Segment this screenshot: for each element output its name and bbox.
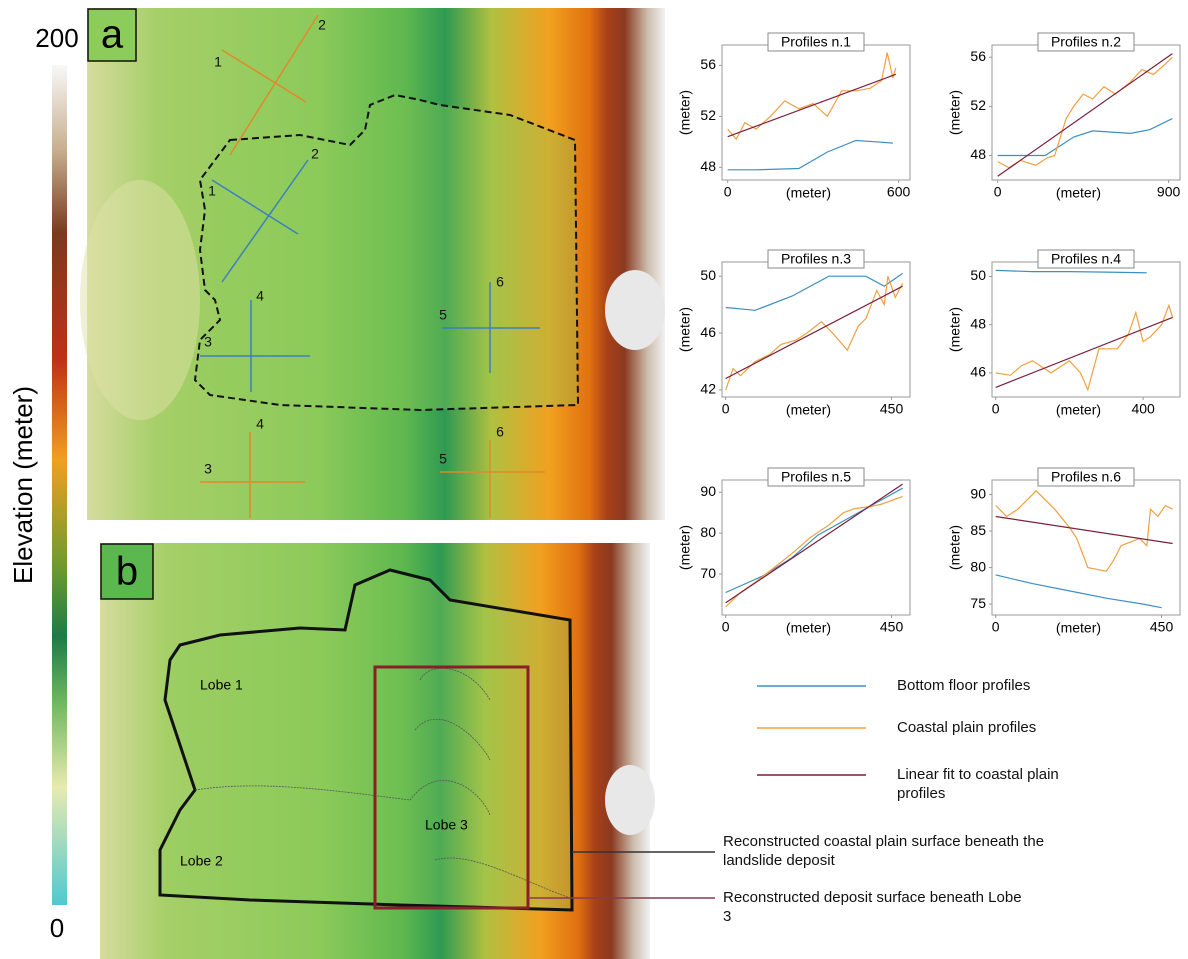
chart-title: Profiles n.1: [781, 34, 851, 50]
plot-frame: [992, 45, 1180, 180]
y-tick-label: 56: [970, 48, 986, 64]
x-axis-label: (meter): [1056, 185, 1101, 201]
plot-frame: [722, 262, 910, 397]
plot-frame: [992, 262, 1180, 397]
y-tick-label: 50: [700, 267, 716, 283]
chart-title: Profiles n.3: [781, 251, 851, 267]
colorbar-max: 200: [35, 23, 78, 53]
legend-label: Coastal plain profiles: [897, 718, 1097, 737]
chart-title: Profiles n.5: [781, 469, 851, 485]
lobe-label: Lobe 3: [425, 817, 468, 833]
chart-title: Profiles n.2: [1051, 34, 1121, 50]
x-tick-label: 450: [880, 401, 904, 417]
landslide-outline: [195, 95, 578, 410]
profile-number: 1: [208, 183, 216, 199]
y-tick-label: 46: [700, 324, 716, 340]
y-axis-label: (meter): [677, 307, 693, 352]
y-tick-label: 50: [970, 267, 986, 283]
map-shade: [605, 765, 655, 835]
y-tick-label: 75: [970, 595, 986, 611]
y-axis-label: (meter): [677, 90, 693, 135]
panel-label: a: [101, 13, 124, 57]
colorbar-label: Elevation (meter): [8, 386, 38, 584]
x-tick-label: 0: [724, 184, 732, 200]
figure-canvas: 200 0 Elevation (meter) a b Lobe 1 Lobe …: [0, 0, 1188, 959]
x-tick-label: 450: [880, 619, 904, 635]
map-shade: [605, 270, 665, 350]
x-axis-label: (meter): [786, 402, 831, 418]
profile-number: 1: [214, 54, 222, 70]
legend-label: Bottom floor profiles: [897, 676, 1097, 695]
x-tick-label: 0: [722, 619, 730, 635]
y-tick-label: 90: [970, 485, 986, 501]
y-axis-label: (meter): [677, 525, 693, 570]
y-tick-label: 42: [700, 381, 716, 397]
x-tick-label: 0: [992, 619, 1000, 635]
x-tick-label: 0: [994, 184, 1002, 200]
profile-number: 3: [204, 461, 212, 477]
profile-number: 5: [439, 307, 447, 323]
profile-number: 3: [204, 334, 212, 350]
y-axis-label: (meter): [947, 525, 963, 570]
x-tick-label: 400: [1131, 401, 1155, 417]
y-tick-label: 48: [970, 146, 986, 162]
profile-number: 4: [256, 288, 264, 304]
map-shade: [80, 180, 200, 420]
x-tick-label: 450: [1150, 619, 1174, 635]
y-tick-label: 52: [970, 97, 986, 113]
y-tick-label: 52: [700, 107, 716, 123]
plot-frame: [722, 45, 910, 180]
y-tick-label: 80: [700, 524, 716, 540]
lobe-label: Lobe 1: [200, 677, 243, 693]
y-axis-label: (meter): [947, 90, 963, 135]
colorbar-min: 0: [50, 913, 64, 943]
x-tick-label: 600: [887, 184, 911, 200]
profile-number: 2: [318, 17, 326, 33]
callout-text: Reconstructed coastal plain surface bene…: [723, 832, 1053, 870]
x-tick-label: 0: [722, 401, 730, 417]
y-tick-label: 85: [970, 522, 986, 538]
y-tick-label: 56: [700, 56, 716, 72]
callout-text: Reconstructed deposit surface beneath Lo…: [723, 888, 1023, 926]
profile-number: 4: [256, 416, 264, 432]
chart-title: Profiles n.4: [1051, 251, 1121, 267]
y-tick-label: 80: [970, 558, 986, 574]
y-tick-label: 48: [970, 315, 986, 331]
x-tick-label: 900: [1157, 184, 1181, 200]
y-tick-label: 46: [970, 364, 986, 380]
profile-number: 2: [311, 146, 319, 162]
x-axis-label: (meter): [786, 185, 831, 201]
panel-label: b: [116, 550, 138, 594]
x-axis-label: (meter): [786, 620, 831, 636]
profile-number: 6: [496, 274, 504, 290]
profile-number: 5: [439, 451, 447, 467]
chart-title: Profiles n.6: [1051, 469, 1121, 485]
colorbar: [52, 65, 67, 905]
x-tick-label: 0: [992, 401, 1000, 417]
x-axis-label: (meter): [1056, 620, 1101, 636]
profile-number: 6: [496, 424, 504, 440]
y-tick-label: 48: [700, 158, 716, 174]
figure: 200 0 Elevation (meter) a b Lobe 1 Lobe …: [0, 0, 1188, 959]
x-axis-label: (meter): [1056, 402, 1101, 418]
y-axis-label: (meter): [947, 307, 963, 352]
y-tick-label: 90: [700, 483, 716, 499]
legend-label: Linear fit to coastal plain profiles: [897, 765, 1097, 803]
y-tick-label: 70: [700, 565, 716, 581]
lobe-label: Lobe 2: [180, 853, 223, 869]
